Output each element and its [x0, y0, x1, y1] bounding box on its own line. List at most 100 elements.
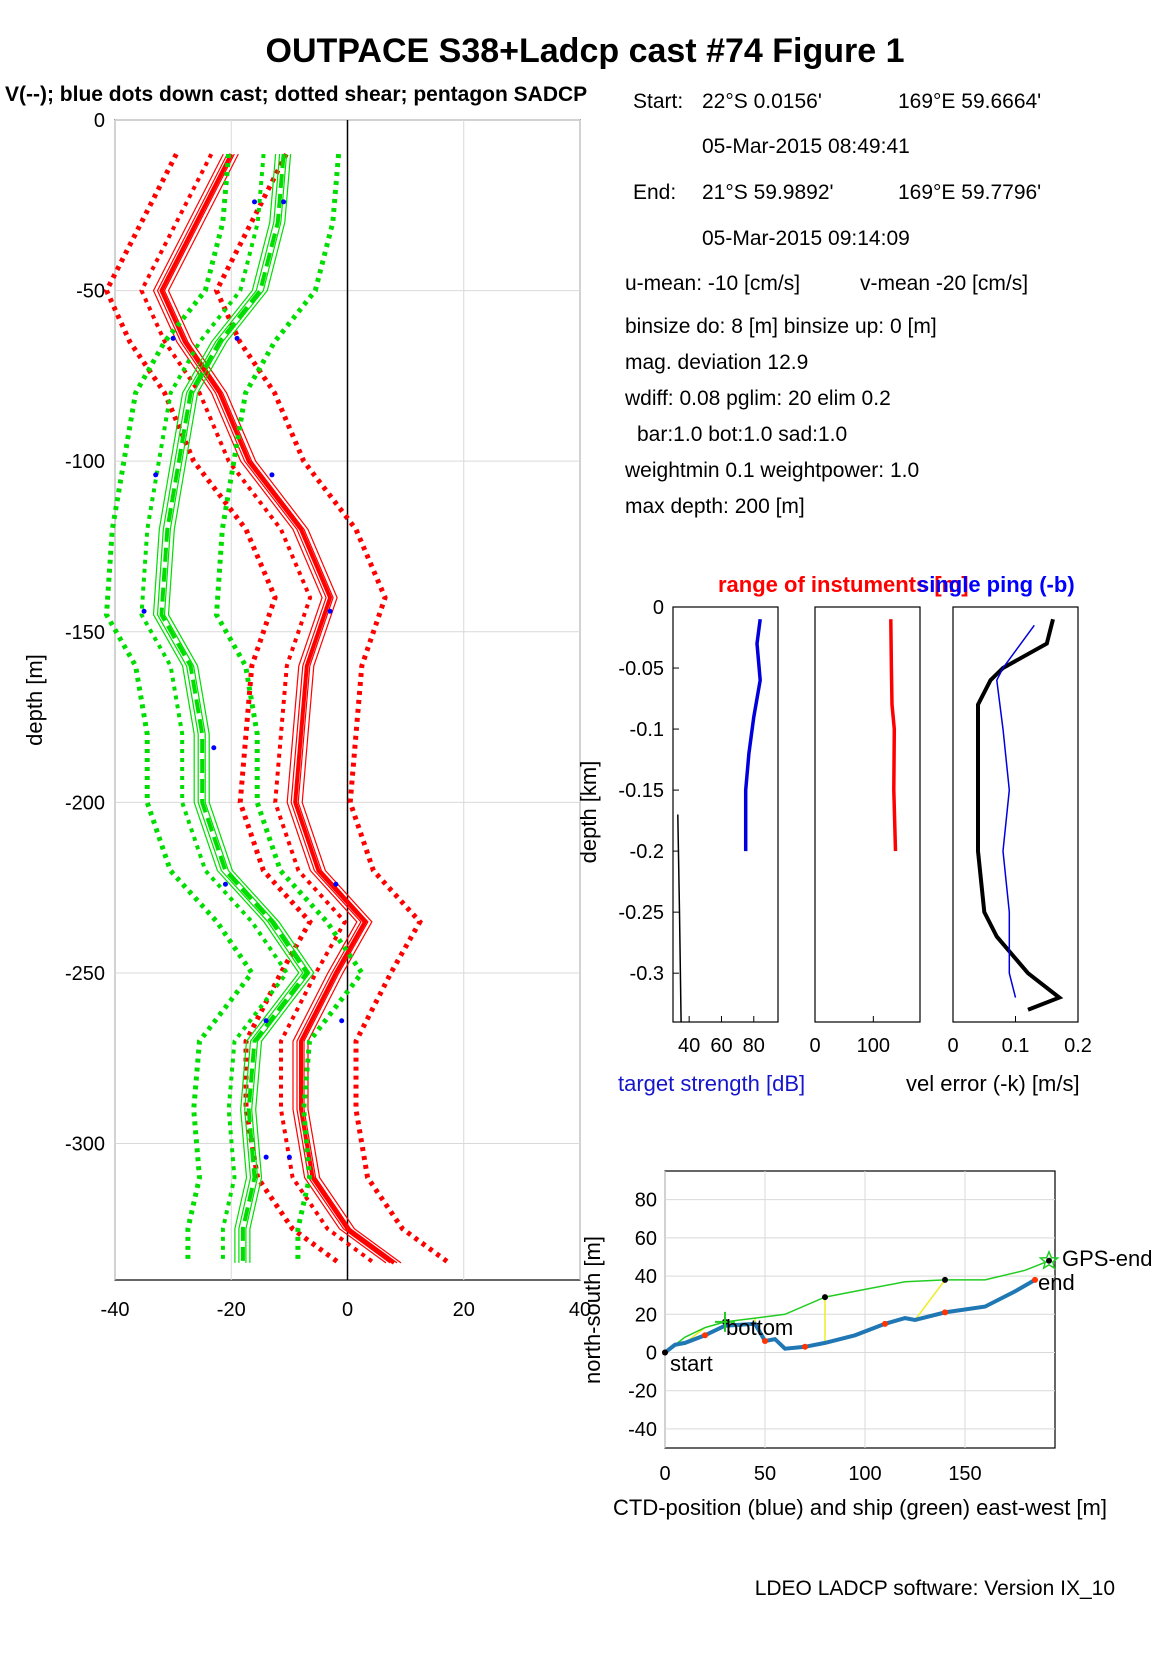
end-latitude: 21°S 59.9892' [702, 181, 834, 204]
range-frame [814, 606, 921, 1023]
velocity-xtick-label: -40 [101, 1299, 130, 1321]
instrument-xtick-label: 0.2 [1064, 1035, 1092, 1057]
u-mean: u-mean: -10 [cm/s] [625, 272, 800, 295]
profile-realization [167, 154, 315, 1263]
bottom-marker [715, 1311, 735, 1332]
ship-marker [662, 1349, 668, 1356]
position-ytick-label: -40 [628, 1419, 657, 1441]
instrument-xtick-label: 80 [743, 1035, 765, 1057]
gps-end-annotation: GPS-end [1062, 1246, 1153, 1271]
range-title: range of instuments [m] [718, 572, 969, 597]
downcast-dot [263, 1018, 269, 1024]
downcast-dot [211, 745, 217, 751]
downcast-dot [286, 1154, 292, 1160]
position-ytick-label: 60 [635, 1228, 657, 1250]
position-ylabel: north-south [m] [580, 1236, 605, 1384]
instrument-ytick-label: -0.15 [618, 780, 664, 802]
position-grid [664, 1171, 1055, 1448]
instrument-ticks: 40 60 80 0 100 0 0.1 0.2 0 -0.05 -0.1 -0.15 -0.2 -0.2… [618, 597, 1092, 1057]
bottom-annotation: bottom [726, 1315, 793, 1340]
position-ytick-label: 80 [635, 1190, 657, 1212]
downcast-dot [222, 881, 228, 887]
downcast-dot [252, 199, 257, 205]
shear-envelope-left [103, 152, 341, 1265]
start-annotation: start [670, 1351, 713, 1376]
inner-envelope-left [139, 153, 290, 1263]
downcast-dot [170, 335, 176, 341]
instrument-ytick-label: -0.25 [618, 902, 664, 924]
instrument-series-line [889, 619, 898, 852]
position-xtick-label: 50 [754, 1463, 776, 1485]
instrument-series [677, 618, 1064, 1023]
velocity-profile-line [159, 153, 396, 1265]
start-label: Start: [633, 90, 683, 113]
downcast-dot [339, 1018, 345, 1024]
inner-envelope-left [139, 153, 376, 1265]
velocity-ytick-label: -200 [65, 792, 105, 814]
ship-marker [822, 1294, 828, 1301]
target-strength-frame [672, 606, 779, 1023]
profile-realization [156, 154, 304, 1263]
velocity-ylabel: depth [m] [22, 654, 47, 746]
downcast-dot [263, 1154, 269, 1160]
start-longitude: 169°E 59.6664' [898, 90, 1041, 113]
link-line [914, 1279, 946, 1321]
instrument-xtick-label: 40 [678, 1035, 700, 1057]
velocity-xtick-label: 20 [453, 1299, 475, 1321]
instrument-range-panels: range of instuments [m] single ping (-b)… [576, 572, 1092, 1096]
end-annotation: end [1038, 1270, 1075, 1295]
software-version: LDEO LADCP software: Version IX_10 [755, 1577, 1115, 1600]
ship-marker [942, 1276, 948, 1283]
velocity-xtick-label: 40 [569, 1299, 591, 1321]
instrument-xtick-label: 0.1 [1002, 1035, 1030, 1057]
velocity-ytick-label: 0 [94, 110, 105, 132]
instrument-series-line [743, 618, 762, 852]
downcast-dot [281, 199, 287, 205]
velocity-ytick-label: -300 [65, 1134, 105, 1156]
ctd-marker [1032, 1276, 1038, 1283]
instrument-ytick-label: -0.1 [630, 719, 664, 741]
start-time: 05-Mar-2015 08:49:41 [702, 135, 910, 158]
ctd-marker [702, 1332, 708, 1339]
position-chart: 0 50 100 150 80 60 40 20 0 -20 -40 start bottom en… [580, 1170, 1153, 1520]
instrument-xtick-label: 0 [809, 1035, 820, 1057]
end-longitude: 169°E 59.7796' [898, 181, 1041, 204]
position-frame [664, 1170, 1056, 1449]
instrument-series-line [677, 814, 682, 1023]
target-strength-xlabel: target strength [dB] [618, 1071, 805, 1096]
profile-realization [163, 153, 398, 1264]
instrument-ytick-label: 0 [653, 597, 664, 619]
weight-settings: weightmin 0.1 weightpower: 1.0 [624, 459, 919, 482]
end-label: End: [633, 181, 676, 204]
mag-deviation: mag. deviation 12.9 [625, 351, 808, 374]
gps-end-marker [1038, 1249, 1060, 1270]
velocity-xtick-label: 0 [342, 1299, 353, 1321]
downcast-dot [269, 472, 275, 478]
velocity-profile-chart: -40 -20 0 20 400-50-100-150-200-250-300 dept… [22, 110, 591, 1321]
position-xtick-label: 0 [659, 1463, 670, 1485]
ctd-marker [802, 1343, 808, 1350]
main-plot-subtitle: V(--); blue dots down cast; dotted shear… [5, 83, 587, 106]
velocity-profile-line [159, 153, 310, 1263]
shear-envelope-left [103, 153, 255, 1263]
velocity-ytick-label: -100 [65, 451, 105, 473]
shear-envelope-right [213, 153, 365, 1263]
wdiff: wdiff: 0.08 pglim: 20 elim 0.2 [624, 387, 891, 410]
velocity-xtick-label: -20 [217, 1299, 246, 1321]
cast-info: Start: 22°S 0.0156' 169°E 59.6664' 05-Ma… [624, 90, 1041, 518]
profile-realization [152, 153, 387, 1264]
velocity-ytick-label: -50 [76, 281, 105, 303]
v-mean: v-mean -20 [cm/s] [860, 272, 1028, 295]
downcast-dot [333, 881, 339, 887]
max-depth: max depth: 200 [m] [625, 495, 805, 518]
figure-title: OUTPACE S38+Ladcp cast #74 Figure 1 [266, 32, 905, 70]
downcast-dot [141, 608, 147, 614]
bar-weights: bar:1.0 bot:1.0 sad:1.0 [637, 423, 847, 446]
ctd-marker [762, 1338, 768, 1345]
velocity-ytick-label: -250 [65, 963, 105, 985]
downcast-dot [327, 608, 333, 614]
velocity-ticks: -40 -20 0 20 400-50-100-150-200-250-300 [65, 110, 591, 1321]
position-xlabel: CTD-position (blue) and ship (green) eas… [613, 1495, 1107, 1520]
end-time: 05-Mar-2015 09:14:09 [702, 227, 910, 250]
